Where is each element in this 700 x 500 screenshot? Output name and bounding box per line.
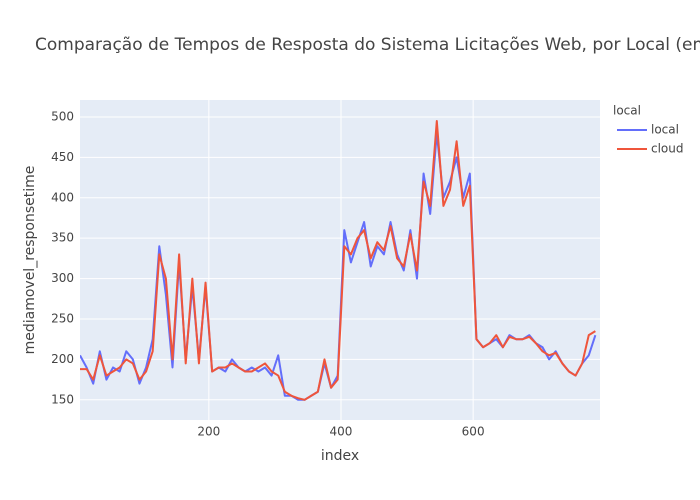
legend-label: cloud <box>651 142 684 156</box>
y-tick-label: 150 <box>51 392 74 406</box>
legend-label: local <box>651 123 679 137</box>
series-line <box>80 120 596 401</box>
y-tick-label: 500 <box>51 109 74 123</box>
y-axis-label: mediamovel_responsetime <box>22 166 38 355</box>
x-tick-label: 600 <box>462 425 485 439</box>
plot-background <box>80 100 600 420</box>
chart-title: Comparação de Tempos de Resposta do Sist… <box>35 35 700 55</box>
y-tick-label: 350 <box>51 231 74 245</box>
legend: local cloud <box>617 123 684 156</box>
x-tick-label: 200 <box>197 425 220 439</box>
y-tick-label: 250 <box>51 311 74 325</box>
legend-title: local <box>613 104 641 118</box>
x-axis-label: index <box>321 448 359 464</box>
y-tick-label: 200 <box>51 352 74 366</box>
y-tick-label: 400 <box>51 190 74 204</box>
y-tick-label: 300 <box>51 271 74 285</box>
x-tick-label: 400 <box>330 425 353 439</box>
lines <box>80 120 597 401</box>
y-tick-label: 450 <box>51 150 74 164</box>
